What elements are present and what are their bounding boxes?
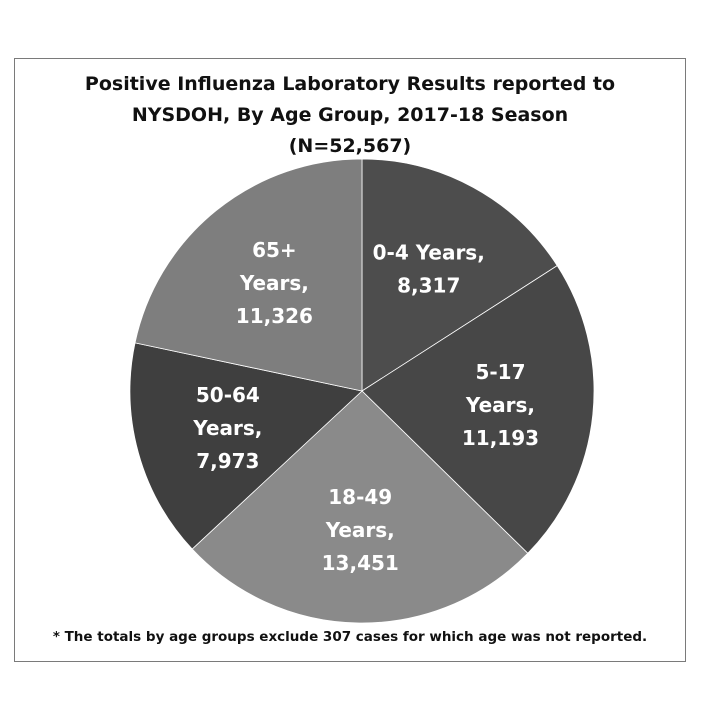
pie-slice-label-1-line-0: 5-17 xyxy=(475,360,525,384)
pie-slice-label-4: 65+ Years, 11,326 xyxy=(236,238,313,328)
pie-slice-label-3-line-1: Years, xyxy=(192,416,262,440)
pie-slice-label-4-line-2: 11,326 xyxy=(236,304,313,328)
pie-slice-label-0: 0-4 Years, 8,317 xyxy=(373,240,485,297)
chart-frame: Positive Influenza Laboratory Results re… xyxy=(14,58,686,662)
chart-title: Positive Influenza Laboratory Results re… xyxy=(35,69,665,162)
pie-slice-label-4-line-1: Years, xyxy=(239,271,309,295)
pie-slice-0 xyxy=(361,158,558,392)
chart-title-line-2: NYSDOH, By Age Group, 2017-18 Season xyxy=(131,104,569,126)
pie-slice-label-0-line-0: 0-4 Years, xyxy=(373,240,485,264)
pie-slice-label-1: 5-17 Years, 11,193 xyxy=(462,360,539,450)
pie-slice-label-3: 50-64 Years, 7,973 xyxy=(192,383,262,473)
pie-slice-label-1-line-2: 11,193 xyxy=(462,426,539,450)
chart-title-line-1: Positive Influenza Laboratory Results re… xyxy=(84,73,616,95)
pie-slice-3 xyxy=(129,342,363,550)
pie-slice-1 xyxy=(361,265,595,554)
pie-slice-label-3-line-0: 50-64 xyxy=(196,383,260,407)
pie-slice-label-2-line-2: 13,451 xyxy=(322,551,399,575)
pie-slice-label-2: 18-49 Years, 13,451 xyxy=(322,485,399,575)
pie-slice-label-2-line-1: Years, xyxy=(325,518,395,542)
pie-slice-label-3-line-2: 7,973 xyxy=(196,449,259,473)
pie-slice-label-2-line-0: 18-49 xyxy=(328,485,392,509)
pie-chart: 0-4 Years, 8,317 5-17 Years, 11,193 18-49 Year… xyxy=(129,158,595,624)
pie-slice-label-1-line-1: Years, xyxy=(465,393,535,417)
pie-slice-label-0-line-1: 8,317 xyxy=(397,273,460,297)
chart-title-line-3: (N=52,567) xyxy=(288,135,412,157)
pie-slice-2 xyxy=(191,390,529,624)
pie-slice-label-4-line-0: 65+ xyxy=(252,238,297,262)
pie-slice-4 xyxy=(134,158,363,392)
chart-footnote: * The totals by age groups exclude 307 c… xyxy=(52,629,648,645)
